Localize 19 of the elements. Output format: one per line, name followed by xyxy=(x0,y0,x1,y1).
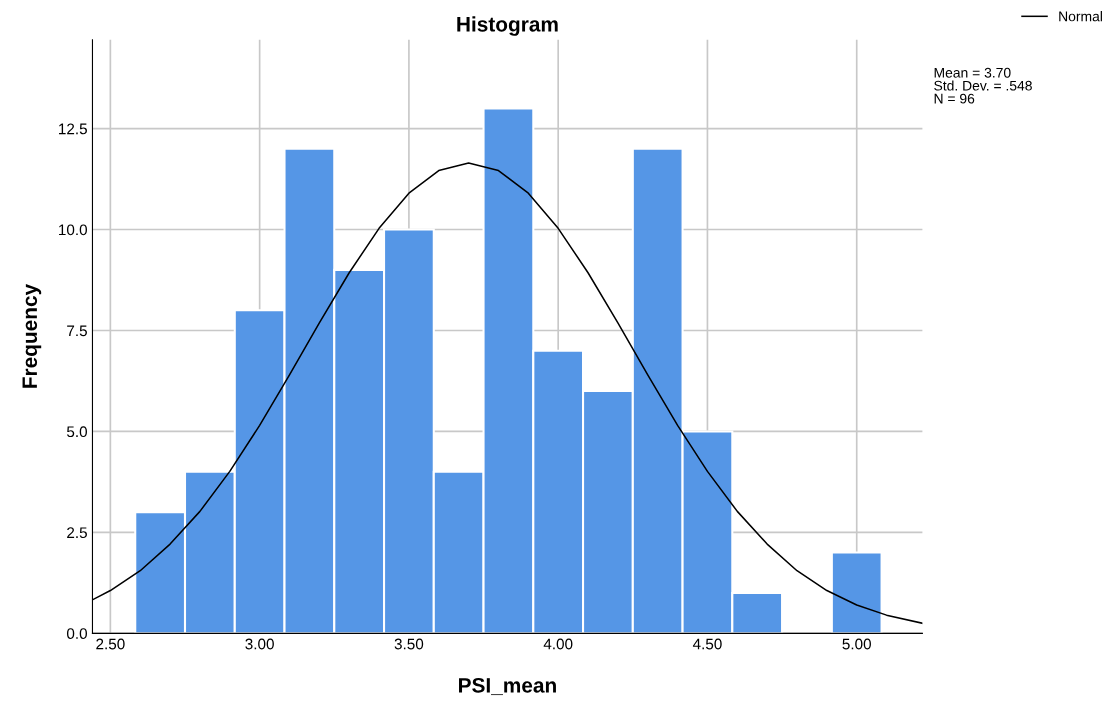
x-tick-label: 2.50 xyxy=(96,638,125,650)
y-tick-label: 10.0 xyxy=(59,224,88,236)
chart-title: Histogram xyxy=(457,16,558,36)
text: N = 96 xyxy=(934,93,975,104)
legend-label: Normal xyxy=(1059,11,1102,22)
x-tick-label: 3.50 xyxy=(394,638,424,650)
x-tick-label: 5.00 xyxy=(842,638,871,650)
text: Mean = 3.70 xyxy=(934,67,1011,78)
y-tick-label: 7.5 xyxy=(67,325,87,337)
x-tick-label: 3.00 xyxy=(245,638,274,650)
y-tick-label: 0.0 xyxy=(66,628,88,640)
x-tick-label: 4.50 xyxy=(692,638,722,650)
y-tick-label: 2.5 xyxy=(67,527,87,539)
x-tick-label: 4.00 xyxy=(543,638,573,650)
text: Std. Dev. = .548 xyxy=(934,80,1032,91)
y-axis-title: Frequency xyxy=(22,283,42,388)
y-tick-label: 12.5 xyxy=(59,123,87,135)
x-axis-title: PSI_mean xyxy=(459,677,556,696)
y-tick-label: 5.0 xyxy=(66,426,88,438)
